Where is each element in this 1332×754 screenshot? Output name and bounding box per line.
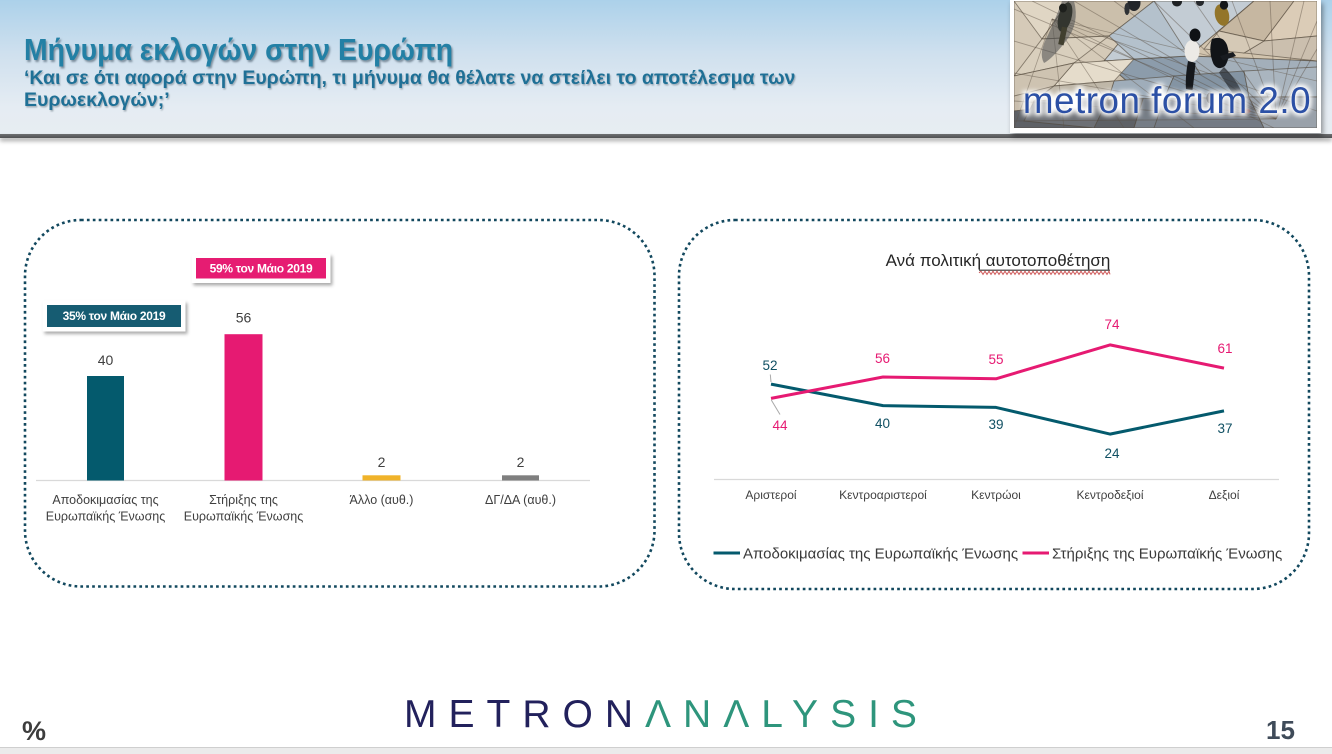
- svg-text:40: 40: [875, 416, 890, 431]
- svg-text:74: 74: [1104, 317, 1120, 332]
- svg-text:Στήριξης της Ευρωπαϊκής Ένωσης: Στήριξης της Ευρωπαϊκής Ένωσης: [1052, 546, 1282, 563]
- svg-text:61: 61: [1217, 341, 1232, 356]
- svg-text:metron forum 2.0: metron forum 2.0: [1022, 80, 1310, 121]
- svg-text:56: 56: [236, 310, 252, 326]
- svg-text:Ευρωπαϊκής Ένωσης: Ευρωπαϊκής Ένωσης: [184, 510, 304, 524]
- svg-text:Αποδοκιμασίας της: Αποδοκιμασίας της: [52, 493, 158, 507]
- svg-text:Στήριξης της: Στήριξης της: [209, 493, 278, 507]
- svg-text:Αριστεροί: Αριστεροί: [745, 488, 796, 502]
- svg-text:2: 2: [378, 454, 386, 470]
- svg-text:39: 39: [988, 417, 1003, 432]
- svg-text:Άλλο (αυθ.): Άλλο (αυθ.): [350, 493, 414, 507]
- svg-text:37: 37: [1217, 421, 1232, 436]
- svg-text:52: 52: [762, 358, 777, 373]
- svg-text:Δεξιοί: Δεξιοί: [1209, 488, 1240, 502]
- svg-text:Κεντροδεξιοί: Κεντροδεξιοί: [1076, 488, 1143, 502]
- svg-text:Κεντροαριστεροί: Κεντροαριστεροί: [839, 488, 927, 502]
- svg-text:24: 24: [1104, 446, 1120, 461]
- svg-text:Κεντρώοι: Κεντρώοι: [971, 488, 1021, 502]
- svg-text:Αποδοκιμασίας της Ευρωπαϊκής Έ: Αποδοκιμασίας της Ευρωπαϊκής Ένωσης: [743, 546, 1018, 563]
- svg-text:2: 2: [517, 454, 525, 470]
- svg-text:35% τον Μάιο 2019: 35% τον Μάιο 2019: [63, 309, 166, 323]
- svg-text:Ανά πολιτική αυτοτοποθέτηση: Ανά πολιτική αυτοτοποθέτηση: [886, 251, 1111, 270]
- svg-text:Ευρωπαϊκής Ένωσης: Ευρωπαϊκής Ένωσης: [46, 510, 166, 524]
- svg-text:metron forum 2.0: metron forum 2.0: [1022, 80, 1310, 121]
- svg-text:56: 56: [875, 351, 890, 366]
- svg-text:44: 44: [772, 418, 788, 433]
- svg-text:ΔΓ/ΔΑ (αυθ.): ΔΓ/ΔΑ (αυθ.): [485, 493, 556, 507]
- svg-text:40: 40: [98, 352, 114, 368]
- svg-text:59% τον Μάιο 2019: 59% τον Μάιο 2019: [210, 262, 313, 276]
- svg-text:55: 55: [988, 352, 1003, 367]
